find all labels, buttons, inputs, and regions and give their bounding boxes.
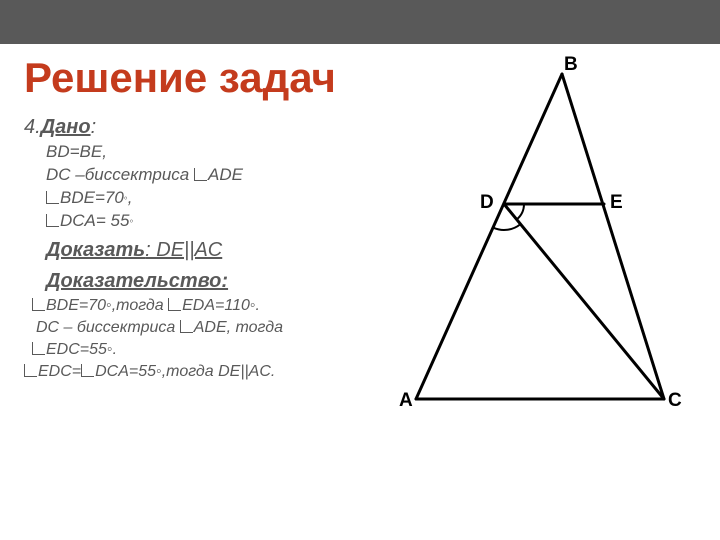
angle-icon: [24, 364, 37, 377]
vertex-label-C: C: [668, 390, 682, 412]
given-2: DC –биссектриса ADE: [46, 165, 388, 185]
angle-icon: [194, 168, 207, 181]
given-3: BDE=70◦,: [46, 188, 388, 208]
proof-1: BDE=70◦,тогда EDA=110◦.: [32, 297, 388, 315]
proof-3: EDC=55◦.: [32, 341, 388, 359]
angle-icon: [168, 298, 181, 311]
top-bar: [0, 0, 720, 44]
given-label: Дано: [41, 116, 91, 138]
proof-heading: Доказательство:: [46, 270, 388, 293]
angle-icon: [180, 320, 193, 333]
slide-title: Решение задач: [24, 54, 388, 102]
vertex-label-E: E: [610, 192, 623, 214]
angle-icon: [32, 298, 45, 311]
angle-icon: [32, 342, 45, 355]
proof-2: DC – биссектриса ADE, тогда: [36, 319, 388, 337]
given-4: DCA= 55◦: [46, 211, 388, 231]
diagram-column: A B C D E: [396, 54, 696, 424]
diagram-svg: [396, 64, 686, 424]
prove-heading: Доказать: DE||AC: [46, 239, 388, 262]
vertex-label-A: A: [399, 390, 413, 412]
vertex-label-D: D: [480, 192, 494, 214]
text-column: Решение задач 4.Дано: BD=BE, DC –биссект…: [24, 54, 396, 424]
prove-text: : DE||AC: [145, 239, 222, 261]
slide-content: Решение задач 4.Дано: BD=BE, DC –биссект…: [0, 44, 720, 424]
proof-4: EDC=DCA=55◦,тогда DE||AC.: [24, 363, 388, 381]
angle-icon: [46, 214, 59, 227]
triangle-diagram: ABCDE: [396, 64, 686, 424]
vertex-label-B: B: [564, 54, 578, 76]
problem-number: 4.: [24, 116, 41, 138]
given-heading: 4.Дано:: [24, 116, 388, 139]
angle-icon: [46, 191, 59, 204]
given-1: BD=BE,: [46, 142, 388, 162]
angle-icon: [81, 364, 94, 377]
